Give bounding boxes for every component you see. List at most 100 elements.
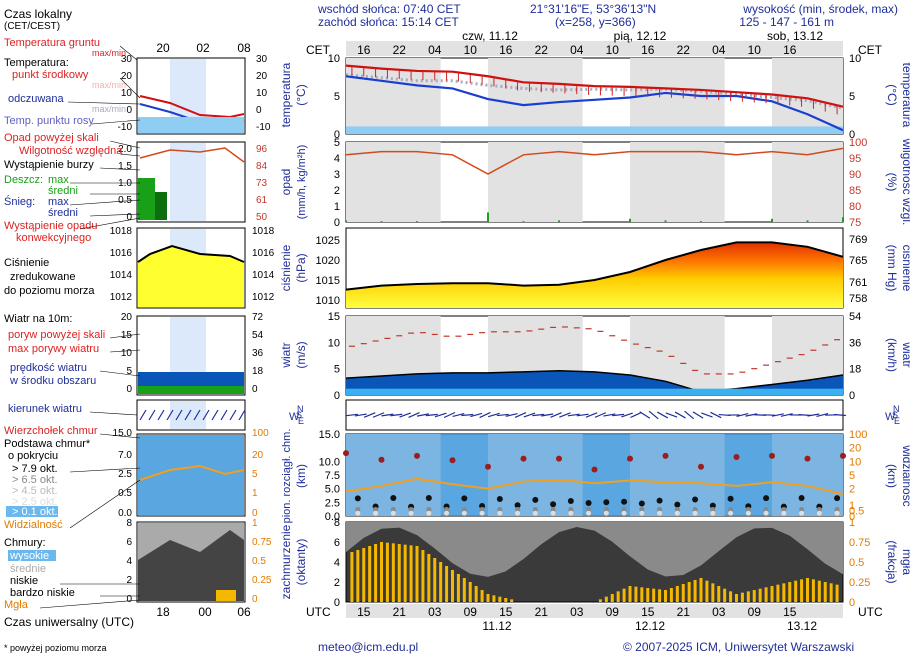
wind-arrow xyxy=(576,413,589,417)
legend-gust-over: poryw powyżej skali xyxy=(8,329,105,341)
fog-bar xyxy=(456,574,460,602)
legend-high-bg xyxy=(8,550,56,561)
press-axis-label-r: ciśnienie xyxy=(900,245,910,292)
cloud-base-dot xyxy=(745,506,751,512)
wind-arrow xyxy=(470,412,483,418)
legend-hum-line xyxy=(139,147,245,163)
wind-arrow xyxy=(807,413,820,417)
fog-bar xyxy=(397,544,401,602)
precip-bar xyxy=(700,221,702,222)
legend-fog-tick-4: 0 xyxy=(252,594,258,605)
mmhg-tick-765: 765 xyxy=(849,255,867,267)
legend-temperature: Temperatura: xyxy=(4,57,69,69)
wind-tick-5: 5 xyxy=(334,364,340,376)
top-hour-2: 04 xyxy=(428,43,442,57)
cloud-top-dot xyxy=(343,450,349,457)
fog-bar xyxy=(782,583,786,602)
fog-bar xyxy=(770,586,774,602)
wind-arrow xyxy=(834,413,847,417)
legend-temp-tick-20: 20 xyxy=(121,71,133,82)
wind-arrow xyxy=(505,413,518,417)
fog-tick-0.25: 0.25 xyxy=(849,577,870,589)
fog-bar xyxy=(362,548,366,602)
wind-arrow xyxy=(399,412,411,418)
cover-tick-6: 6 xyxy=(334,537,340,549)
cloud-base-dot xyxy=(674,506,680,512)
legend-feels: odczuwana xyxy=(8,93,65,105)
wind-speed-line xyxy=(345,370,844,393)
kmh-tick-36: 36 xyxy=(849,337,861,349)
wind-arrow xyxy=(354,413,367,417)
fog-bar xyxy=(746,591,750,602)
legend-connector xyxy=(69,199,141,206)
legend-connector xyxy=(89,213,141,217)
fog-bar xyxy=(806,578,809,602)
legend-vis-tick-1: 20 xyxy=(252,450,264,461)
legend-utc-time: Czas uniwersalny (UTC) xyxy=(4,615,134,629)
legend-fog-tick-1: 0.75 xyxy=(252,537,272,548)
legend-press-line xyxy=(137,244,245,263)
cloud-base-dot xyxy=(444,510,450,516)
legend-top-hour-0: 20 xyxy=(156,41,170,55)
cloud-base-dot xyxy=(497,506,503,512)
legend-vis-tick-4: 0 xyxy=(252,508,258,519)
fog-bar xyxy=(723,588,727,602)
legend-temp-tick-r-0: 0 xyxy=(256,105,262,116)
cet-label-right: CET xyxy=(858,43,883,57)
wind-arrow xyxy=(710,411,722,419)
wind-arrow xyxy=(665,412,678,418)
cloud-base-dot xyxy=(692,496,699,503)
legend-kmh-tick-36: 36 xyxy=(252,348,264,359)
wind-arrow xyxy=(657,411,669,419)
precip-axis-unit: (mm/h, kg/m²h) xyxy=(296,145,308,220)
wind-arrow xyxy=(630,411,642,419)
cloud-base-dot xyxy=(692,506,698,512)
legend-connector xyxy=(99,433,141,439)
cloud-base-dot xyxy=(354,495,361,502)
legend-clouds: Chmury: xyxy=(4,537,46,549)
fog-bar xyxy=(604,596,608,602)
top-hour-0: 16 xyxy=(357,43,371,57)
fog-axis-label: mgła xyxy=(900,549,910,575)
cloud-tick-5: 5.0 xyxy=(325,484,340,496)
legend-bottom-hour-0: 18 xyxy=(156,605,170,619)
dir-e-r: E xyxy=(894,416,900,426)
legend-mid: średnie xyxy=(10,563,46,575)
footer-email[interactable]: meteo@icm.edu.pl xyxy=(318,640,419,654)
hum-tick-95: 95 xyxy=(849,153,861,165)
legend-hum-tick-61: 61 xyxy=(256,195,268,206)
cloud-base-dot xyxy=(586,510,592,516)
cloud-base-dot xyxy=(621,498,628,505)
legend-wind-low xyxy=(138,386,244,394)
legend-prec-tick-1: 1.5 xyxy=(118,161,132,172)
precip-tick-4: 4 xyxy=(334,153,340,165)
legend-press-tick-1018: 1018 xyxy=(110,226,133,237)
legend-cover-tick-2: 2 xyxy=(126,575,132,586)
legend-vis-tick-2: 5 xyxy=(252,469,258,480)
fog-bar xyxy=(823,582,827,602)
hum-axis-unit: (%) xyxy=(885,173,899,192)
wind-arrow xyxy=(612,413,625,417)
legend-okt45: > 4.5 okt. xyxy=(12,485,58,497)
legend-wind-speed1: prędkość wiatru xyxy=(10,362,87,374)
fog-bar xyxy=(717,586,721,602)
precip-bar xyxy=(345,220,347,222)
legend-snow-max: max xyxy=(48,196,69,208)
fog-bar xyxy=(385,542,389,602)
wind-arrow xyxy=(452,413,465,417)
legend-prec-tick-2: 1.0 xyxy=(118,178,132,189)
wind-arrow xyxy=(692,411,704,419)
fog-tick-0.5: 0.5 xyxy=(849,557,864,569)
cloud-tick-7.5: 7.5 xyxy=(325,470,340,482)
precip-bar xyxy=(664,220,667,222)
cloud-base-dot xyxy=(426,510,432,516)
top-hour-5: 22 xyxy=(535,43,549,57)
legend-press-tick-1014: 1014 xyxy=(110,270,133,281)
cloud-base-dot xyxy=(532,496,539,503)
top-hour-3: 10 xyxy=(464,43,478,57)
cloud-base-dot xyxy=(461,495,468,502)
hum-tick-85: 85 xyxy=(849,185,861,197)
wind-arrow xyxy=(701,412,713,418)
fog-bar xyxy=(504,598,508,602)
